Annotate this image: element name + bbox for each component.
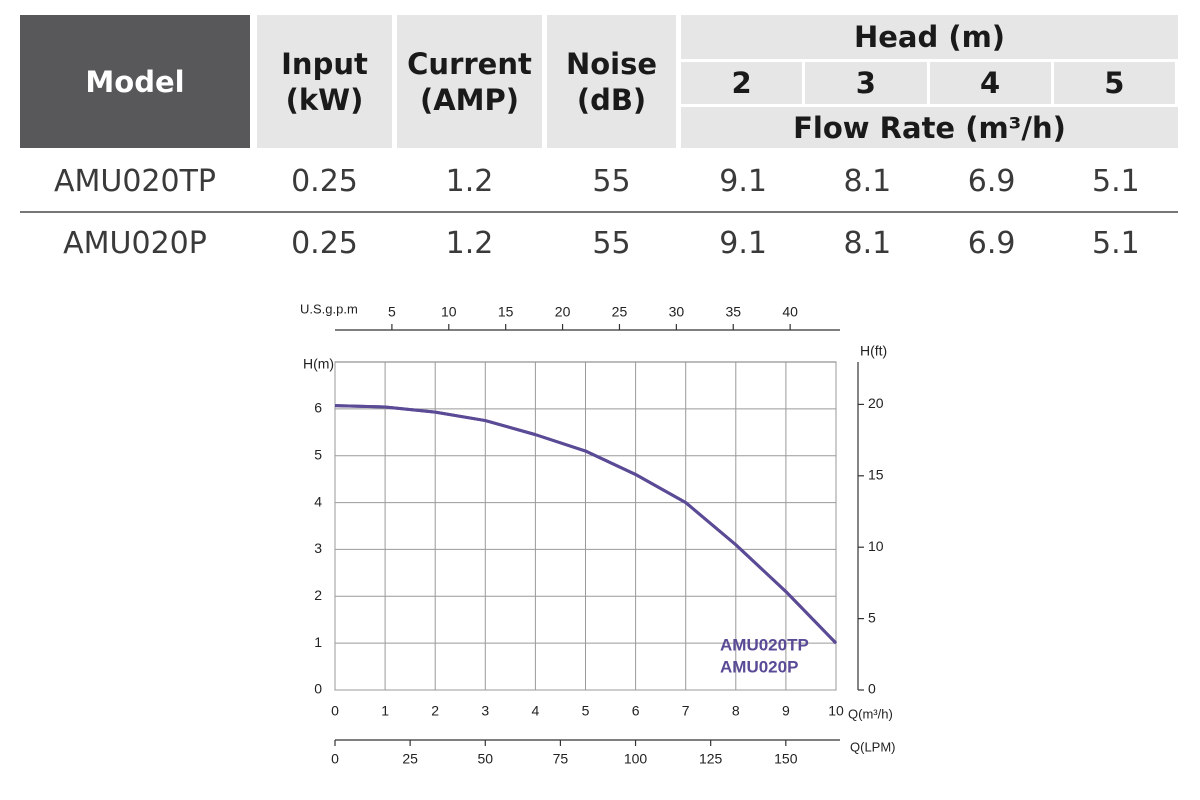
y2-tick-label: 10 xyxy=(868,538,884,554)
x-tick-label: 10 xyxy=(828,703,844,719)
y-tick-label: 6 xyxy=(314,400,322,416)
x-axis-label: Q(m³/h) xyxy=(848,706,893,721)
y-tick-label: 5 xyxy=(314,446,322,462)
value-cell: 6.9 xyxy=(967,163,1016,199)
y2-tick-label: 0 xyxy=(868,681,876,697)
value-cell: 5.1 xyxy=(1092,163,1140,199)
value-cell: 55 xyxy=(592,225,631,261)
lpm-tick-label: 125 xyxy=(699,751,723,767)
lpm-tick-label: 150 xyxy=(774,751,798,767)
lpm-tick-label: 25 xyxy=(402,751,418,767)
x-tick-label: 2 xyxy=(431,703,439,719)
top-tick-label: 25 xyxy=(612,304,628,320)
legend-label: AMU020P xyxy=(720,657,798,676)
y-tick-label: 1 xyxy=(314,634,322,650)
x-tick-label: 3 xyxy=(481,703,489,719)
x-tick-label: 7 xyxy=(682,703,690,719)
lpm-tick-label: 0 xyxy=(331,751,339,767)
y2-tick-label: 20 xyxy=(868,395,884,411)
header-head-value: 4 xyxy=(929,62,1051,104)
x-tick-label: 9 xyxy=(782,703,790,719)
header-model: Model xyxy=(20,15,250,148)
x-tick-label: 1 xyxy=(381,703,389,719)
lpm-tick-label: 100 xyxy=(624,751,648,767)
model-cell: AMU020TP xyxy=(53,163,217,199)
value-cell: 0.25 xyxy=(291,163,358,199)
header-head: Head (m) xyxy=(681,15,1178,59)
top-tick-label: 35 xyxy=(725,304,741,320)
top-tick-label: 40 xyxy=(782,304,798,320)
value-cell: 9.1 xyxy=(719,225,767,261)
model-cell: AMU020P xyxy=(63,225,207,261)
x-tick-label: 0 xyxy=(331,703,339,719)
top-tick-label: 30 xyxy=(669,304,685,320)
x-tick-label: 8 xyxy=(732,703,740,719)
y-tick-label: 3 xyxy=(314,540,322,556)
top-tick-label: 10 xyxy=(441,304,457,320)
header-flow-rate: Flow Rate (m³/h) xyxy=(681,107,1178,148)
row-divider xyxy=(20,211,1178,213)
y-tick-label: 4 xyxy=(314,493,322,509)
y2-axis-label: H(ft) xyxy=(860,343,887,359)
value-cell: 8.1 xyxy=(843,225,892,261)
value-cell: 6.9 xyxy=(967,225,1016,261)
x-tick-label: 5 xyxy=(582,703,590,719)
value-cell: 1.2 xyxy=(445,163,494,199)
top-tick-label: 5 xyxy=(388,304,396,320)
header-head-value: 3 xyxy=(805,62,927,104)
header-head-value: 2 xyxy=(681,62,803,104)
legend-label: AMU020TP xyxy=(720,635,809,654)
top-tick-label: 15 xyxy=(498,304,514,320)
curve xyxy=(334,404,838,645)
y-axis-label: H(m) xyxy=(303,356,334,372)
value-cell: 8.1 xyxy=(843,163,892,199)
header-noise: Noise (dB) xyxy=(547,15,676,148)
x-tick-label: 4 xyxy=(532,703,540,719)
header-input: Input (kW) xyxy=(257,15,392,148)
value-cell: 5.1 xyxy=(1092,225,1140,261)
header-current: Current (AMP) xyxy=(397,15,542,148)
lpm-axis-label: Q(LPM) xyxy=(850,739,896,754)
x-tick-label: 6 xyxy=(632,703,640,719)
y-tick-label: 0 xyxy=(314,681,322,697)
lpm-tick-label: 75 xyxy=(553,751,569,767)
top-tick-label: 20 xyxy=(555,304,571,320)
y2-tick-label: 15 xyxy=(868,467,884,483)
value-cell: 1.2 xyxy=(445,225,494,261)
y-tick-label: 2 xyxy=(314,587,322,603)
top-axis-label: U.S.g.p.m xyxy=(300,301,358,316)
y2-tick-label: 5 xyxy=(868,609,876,625)
header-head-value: 5 xyxy=(1053,62,1175,104)
value-cell: 55 xyxy=(592,163,631,199)
value-cell: 9.1 xyxy=(719,163,767,199)
value-cell: 0.25 xyxy=(291,225,358,261)
lpm-tick-label: 50 xyxy=(477,751,493,767)
